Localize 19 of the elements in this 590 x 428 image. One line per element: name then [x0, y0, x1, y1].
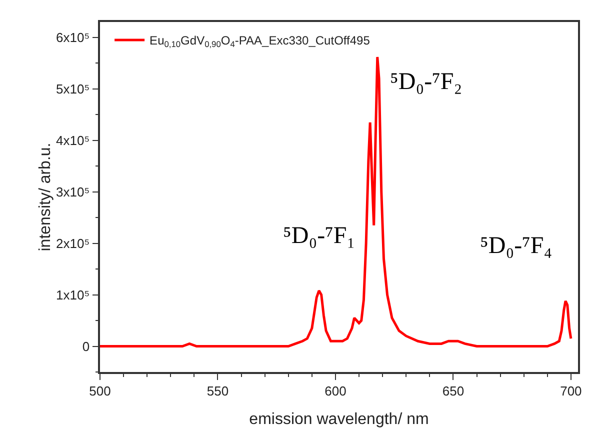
y-axis-title: intensity/ arb.u.	[37, 142, 54, 252]
line-series	[100, 56, 572, 348]
annotation: ⁵D₀-⁷F₁	[283, 223, 356, 249]
annotation: ⁵D₀-⁷F₄	[480, 233, 552, 259]
y-tick-label: 5x10⁵	[56, 81, 90, 96]
legend-label: Eu$_{0,10}$GdV$_{0,90}$O$_{4}$-PAA_Exc330_CutOff495	[150, 34, 370, 50]
y-tick-label: 2x10⁵	[56, 236, 90, 251]
x-tick-label: 600	[324, 383, 346, 398]
x-tick-label: 700	[560, 383, 582, 398]
x-tick-label: 650	[442, 383, 464, 398]
y-tick-label: 0	[82, 338, 90, 354]
y-tick-label: 6x10⁵	[56, 30, 90, 45]
annotation: ⁵D₀-⁷F₂	[390, 69, 462, 95]
y-tick-label: 1x10⁵	[56, 287, 90, 302]
x-axis-title: emission wavelength/ nm	[249, 411, 429, 428]
x-tick-label: 550	[206, 383, 229, 398]
y-tick-label: 3x10⁵	[56, 184, 90, 200]
x-tick-label: 500	[89, 383, 111, 398]
y-tick-label: 4x10⁵	[56, 132, 90, 148]
